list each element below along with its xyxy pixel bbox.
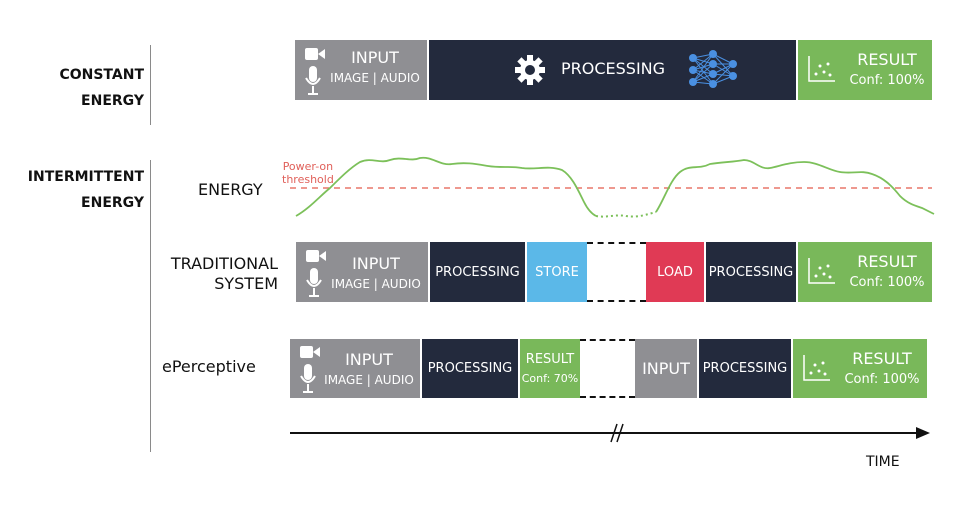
result-title: RESULT [525,352,575,368]
time-label: TIME [866,454,900,470]
constant-energy-label: CONSTANT ENERGY [59,67,144,109]
energy-curve-segment-2 [655,159,935,215]
input-subtitle: IMAGE | AUDIO [324,373,414,388]
scatter-plot-icon [808,56,835,82]
result-confidence: Conf: 100% [849,275,925,291]
traditional-system-label: TRADITIONAL SYSTEM [170,254,278,293]
time-axis-arrowhead [916,427,930,439]
input-title: INPUT [352,254,400,273]
traditional-off-gap [587,242,646,302]
neural-network-icon [689,50,737,88]
traditional-processing-block-1: PROCESSING [430,242,525,302]
energy-curve-dotted [595,211,657,218]
microphone-icon [300,364,316,393]
threshold-label: Power-on threshold [282,160,334,186]
constant-result-block: RESULT Conf: 100% [798,40,932,100]
gear-icon [515,55,545,85]
traditional-input-block: INPUT IMAGE | AUDIO [296,242,428,302]
result-title: RESULT [852,349,912,368]
eperceptive-label: ePerceptive [162,357,256,376]
result-title: RESULT [857,252,917,271]
constant-processing-block: PROCESSING [429,40,796,100]
input-title: INPUT [345,350,393,369]
constant-input-block: INPUT IMAGE | AUDIO [295,40,427,100]
scatter-plot-icon [803,355,830,381]
microphone-icon [306,268,322,297]
energy-curve-segment-1 [295,156,597,217]
traditional-processing-block-2: PROCESSING [706,242,796,302]
eperceptive-result-block-2: RESULT Conf: 100% [793,339,927,398]
result-title: RESULT [857,50,917,69]
eperceptive-result-block-1: RESULT Conf: 70% [520,339,580,398]
camera-icon [300,346,320,358]
eperceptive-input-block-2: INPUT [635,339,697,398]
intermittent-energy-label: INTERMITTENT ENERGY [27,169,144,211]
store-block: STORE [527,242,587,302]
input-subtitle: IMAGE | AUDIO [331,277,421,292]
traditional-result-block: RESULT Conf: 100% [798,242,932,302]
separator-intermittent [150,160,151,452]
camera-icon [306,250,326,262]
microphone-icon [305,66,321,95]
energy-label: ENERGY [198,180,263,199]
result-confidence: Conf: 100% [849,73,925,89]
camera-icon [305,48,325,60]
result-confidence: Conf: 70% [521,371,579,385]
eperceptive-processing-block-1: PROCESSING [422,339,518,398]
input-subtitle: IMAGE | AUDIO [330,71,420,86]
eperceptive-off-gap [580,339,635,398]
separator-constant [150,45,151,125]
scatter-plot-icon [808,258,835,284]
load-block: LOAD [646,242,704,302]
eperceptive-input-block: INPUT IMAGE | AUDIO [290,339,420,398]
processing-label: PROCESSING [561,59,666,78]
input-title: INPUT [351,48,399,67]
result-confidence: Conf: 100% [844,372,920,388]
axis-break-icon [610,423,624,443]
eperceptive-processing-block-2: PROCESSING [699,339,791,398]
